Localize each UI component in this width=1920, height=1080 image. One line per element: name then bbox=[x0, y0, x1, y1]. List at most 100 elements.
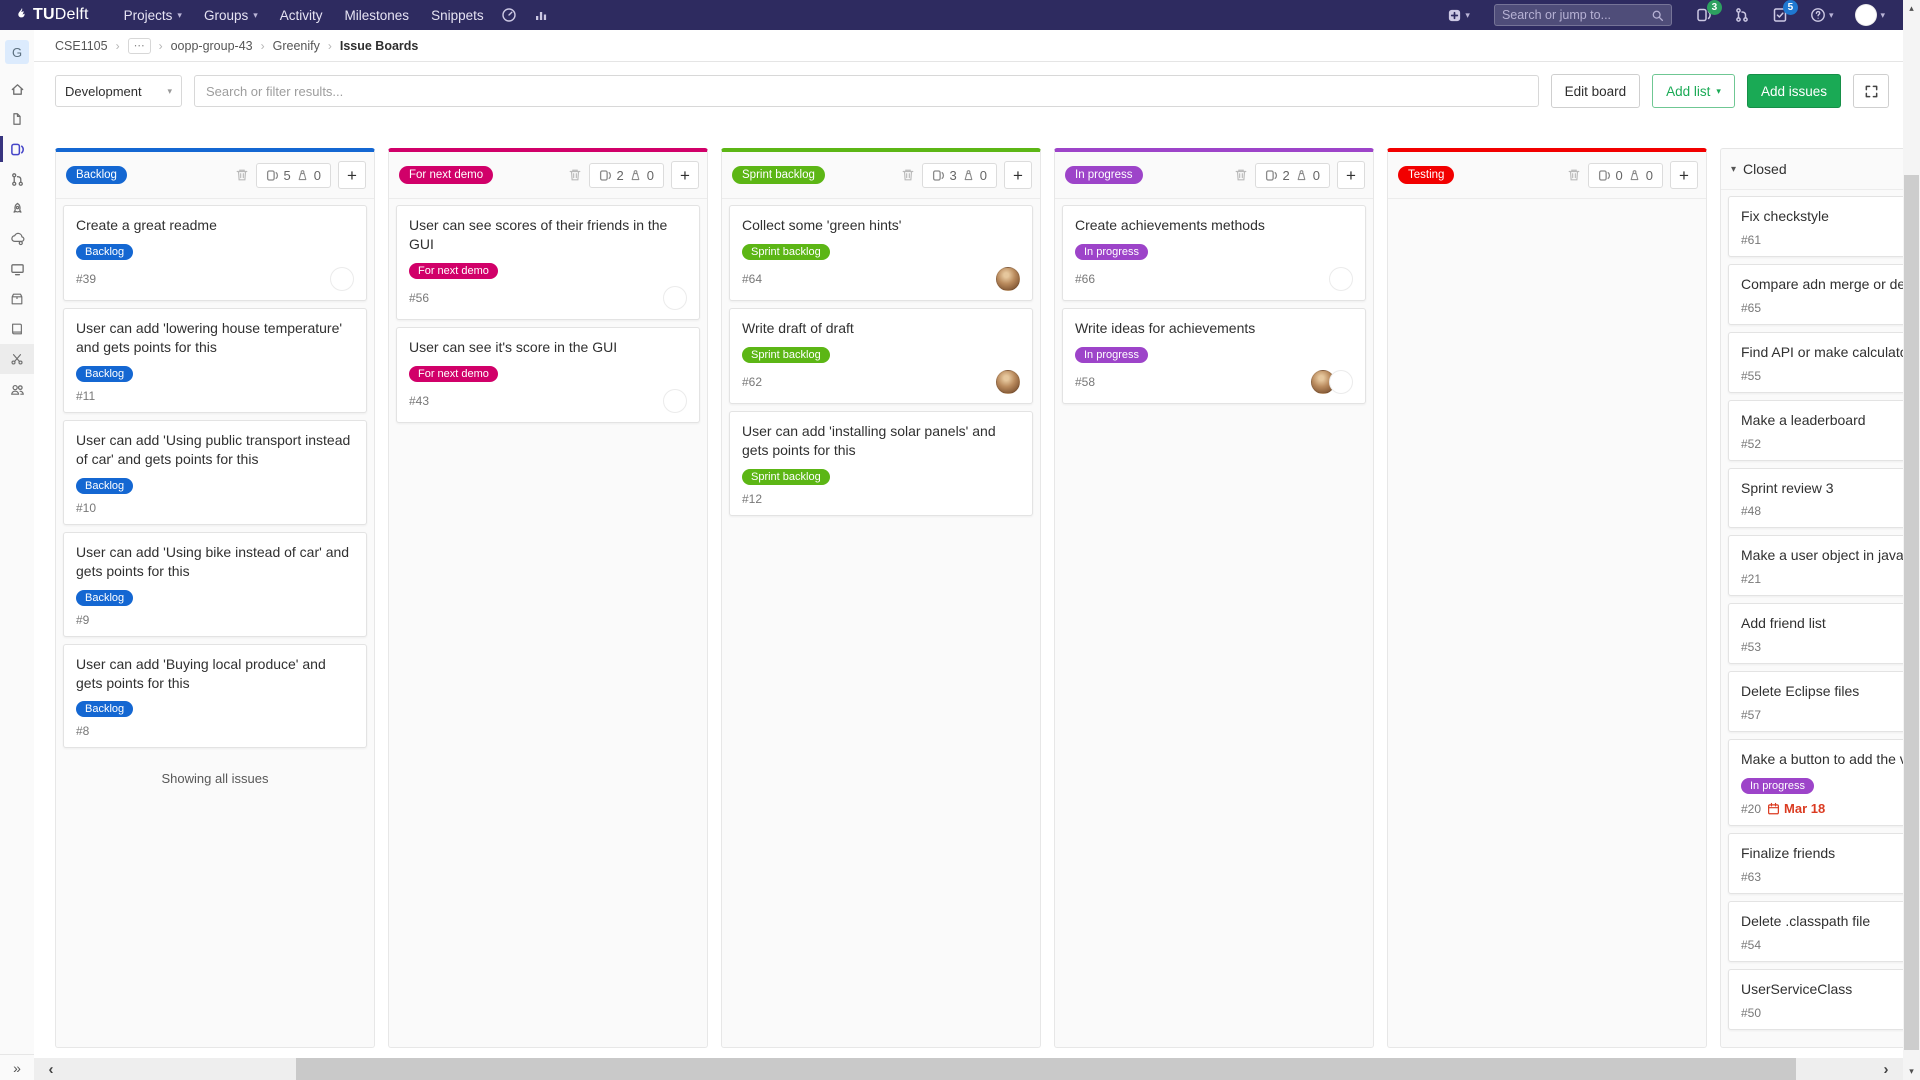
issue-title[interactable]: Make a leaderboard bbox=[1741, 411, 1866, 428]
issue-card[interactable]: User can add 'Using public transport ins… bbox=[63, 419, 367, 525]
scroll-right-arrow[interactable]: › bbox=[1883, 1060, 1889, 1078]
nav-link[interactable]: Milestones bbox=[344, 7, 410, 23]
issue-card[interactable]: Find API or make calculator for CO2 #55 bbox=[1728, 331, 1903, 393]
issue-card[interactable]: Make a user object in java #21 bbox=[1728, 535, 1903, 597]
statistics-chart-icon[interactable] bbox=[525, 4, 557, 26]
add-issue-to-list-button[interactable]: + bbox=[671, 161, 699, 189]
sidebar-item-snippets[interactable] bbox=[0, 344, 34, 374]
breadcrumb-item[interactable]: oopp-group-43 bbox=[170, 38, 253, 53]
issue-card[interactable]: Delete Eclipse files #57 bbox=[1728, 671, 1903, 733]
sidebar-item-operations[interactable] bbox=[0, 224, 34, 254]
scroll-left-arrow[interactable]: ‹ bbox=[48, 1060, 54, 1078]
sidebar-item-merge-requests[interactable] bbox=[0, 164, 34, 194]
sidebar-item-monitoring[interactable] bbox=[0, 254, 34, 284]
issue-card[interactable]: User can add 'Buying local produce' and … bbox=[63, 643, 367, 749]
issue-title[interactable]: Create a great readme bbox=[76, 217, 217, 233]
issue-title[interactable]: UserServiceClass bbox=[1741, 980, 1853, 997]
issue-label-pill[interactable]: In progress bbox=[1075, 346, 1149, 363]
issue-title[interactable]: User can see it's score in the GUI bbox=[409, 338, 618, 355]
todos-icon[interactable]: 5 bbox=[1764, 0, 1798, 26]
issue-card[interactable]: Create achievements methods In progress … bbox=[1062, 205, 1366, 301]
issue-card[interactable]: Add friend list #53 bbox=[1728, 603, 1903, 665]
issue-title[interactable]: User can add 'Using public transport ins… bbox=[76, 431, 351, 467]
issue-label-pill[interactable]: Backlog bbox=[76, 477, 134, 494]
issue-card[interactable]: Write draft of draft Sprint backlog #62 bbox=[729, 307, 1033, 404]
issue-title[interactable]: User can add 'installing solar panels' a… bbox=[742, 422, 996, 458]
sidebar-item-cicd[interactable] bbox=[0, 194, 34, 224]
board-switcher-dropdown[interactable]: Development ▾ bbox=[55, 75, 182, 107]
dashboard-gauge-icon[interactable] bbox=[493, 4, 525, 26]
issue-label-pill[interactable]: Sprint backlog bbox=[742, 346, 830, 363]
issue-title[interactable]: Write ideas for achievements bbox=[1075, 319, 1256, 336]
filter-input[interactable] bbox=[194, 75, 1539, 107]
issue-label-pill[interactable]: Sprint backlog bbox=[742, 243, 830, 260]
sidebar-expand-toggle[interactable]: » bbox=[0, 1054, 34, 1080]
trash-icon[interactable] bbox=[901, 168, 915, 182]
issue-title[interactable]: Fix checkstyle bbox=[1741, 208, 1829, 224]
issue-title[interactable]: Make a button to add the vegetaria bbox=[1741, 751, 1903, 768]
issue-title[interactable]: Add friend list bbox=[1741, 615, 1826, 632]
issue-card[interactable]: Write ideas for achievements In progress… bbox=[1062, 307, 1366, 404]
breadcrumb-item[interactable]: Greenify bbox=[272, 38, 320, 53]
issue-title[interactable]: Find API or make calculator for CO2 bbox=[1741, 343, 1903, 360]
issue-title[interactable]: User can add 'lowering house temperature… bbox=[76, 319, 343, 355]
sidebar-item-issues[interactable] bbox=[0, 134, 34, 164]
issues-icon[interactable]: 3 bbox=[1688, 0, 1722, 26]
sidebar-item-wiki[interactable] bbox=[0, 314, 34, 344]
issue-label-pill[interactable]: Backlog bbox=[76, 365, 134, 382]
breadcrumb-item[interactable]: ⋯ bbox=[127, 37, 151, 54]
vertical-scrollbar[interactable]: ▴ ▾ bbox=[1903, 0, 1920, 1080]
breadcrumb-item[interactable]: Issue Boards bbox=[339, 38, 419, 53]
issue-title[interactable]: Write draft of draft bbox=[742, 319, 854, 336]
trash-icon[interactable] bbox=[1567, 168, 1581, 182]
add-issue-to-list-button[interactable]: + bbox=[338, 161, 366, 189]
sidebar-item-members[interactable] bbox=[0, 374, 34, 404]
global-search-input[interactable] bbox=[1501, 8, 1651, 22]
issue-card[interactable]: Make a button to add the vegetaria In pr… bbox=[1728, 739, 1903, 827]
sidebar-item-repository[interactable] bbox=[0, 104, 34, 134]
trash-icon[interactable] bbox=[235, 168, 249, 182]
add-issue-to-list-button[interactable]: + bbox=[1004, 161, 1032, 189]
sidebar-item-packages[interactable] bbox=[0, 284, 34, 314]
issue-title[interactable]: Sprint review 3 bbox=[1741, 479, 1834, 496]
issue-card[interactable]: Sprint review 3 #48 bbox=[1728, 467, 1903, 529]
trash-icon[interactable] bbox=[1234, 168, 1248, 182]
issue-card[interactable]: Compare adn merge or delete old b #65 bbox=[1728, 263, 1903, 325]
help-menu[interactable]: ▾ bbox=[1802, 4, 1842, 26]
issue-title[interactable]: Finalize friends bbox=[1741, 845, 1836, 862]
issue-title[interactable]: Collect some 'green hints' bbox=[742, 217, 902, 233]
nav-link[interactable]: Projects ▾ bbox=[123, 7, 182, 23]
issue-label-pill[interactable]: Backlog bbox=[76, 589, 134, 606]
trash-icon[interactable] bbox=[568, 168, 582, 182]
sidebar-project-avatar[interactable]: G bbox=[0, 30, 34, 74]
issue-title[interactable]: User can add 'Buying local produce' and … bbox=[76, 655, 326, 691]
issue-card[interactable]: Delete .classpath file #54 bbox=[1728, 901, 1903, 962]
tudelft-logo[interactable]: TUDelft bbox=[14, 6, 89, 24]
add-issue-to-list-button[interactable]: + bbox=[1670, 161, 1698, 189]
issue-title[interactable]: Compare adn merge or delete old b bbox=[1741, 275, 1903, 292]
issue-label-pill[interactable]: Backlog bbox=[76, 243, 134, 260]
user-menu[interactable]: ▾ bbox=[1847, 1, 1893, 29]
sidebar-item-overview[interactable] bbox=[0, 74, 34, 104]
collapse-caret-icon[interactable]: ▾ bbox=[1731, 163, 1737, 175]
edit-board-button[interactable]: Edit board bbox=[1550, 74, 1641, 108]
issue-label-pill[interactable]: For next demo bbox=[409, 365, 498, 382]
issue-card[interactable]: User can add 'lowering house temperature… bbox=[63, 307, 367, 413]
add-list-button[interactable]: Add list ▾ bbox=[1652, 74, 1735, 108]
issue-title[interactable]: User can add 'Using bike instead of car'… bbox=[76, 543, 350, 579]
issue-card[interactable]: User can add 'Using bike instead of car'… bbox=[63, 531, 367, 637]
issue-card[interactable]: Collect some 'green hints' Sprint backlo… bbox=[729, 205, 1033, 301]
issue-card[interactable]: User can see scores of their friends in … bbox=[396, 205, 700, 320]
nav-link[interactable]: Activity bbox=[279, 7, 323, 23]
issue-label-pill[interactable]: Sprint backlog bbox=[742, 468, 830, 485]
issue-card[interactable]: Fix checkstyle #61 bbox=[1728, 196, 1903, 257]
merge-requests-icon[interactable] bbox=[1726, 4, 1758, 26]
issue-card[interactable]: Finalize friends #63 bbox=[1728, 833, 1903, 894]
issue-card[interactable]: UserServiceClass #50 bbox=[1728, 968, 1903, 1030]
scroll-up-arrow[interactable]: ▴ bbox=[1909, 3, 1914, 13]
issue-card[interactable]: User can add 'installing solar panels' a… bbox=[729, 410, 1033, 516]
issue-label-pill[interactable]: For next demo bbox=[409, 262, 498, 279]
vertical-scrollbar-thumb[interactable] bbox=[1904, 175, 1919, 1050]
new-menu-button[interactable]: ▾ bbox=[1439, 5, 1478, 26]
issue-title[interactable]: Delete Eclipse files bbox=[1741, 683, 1860, 700]
